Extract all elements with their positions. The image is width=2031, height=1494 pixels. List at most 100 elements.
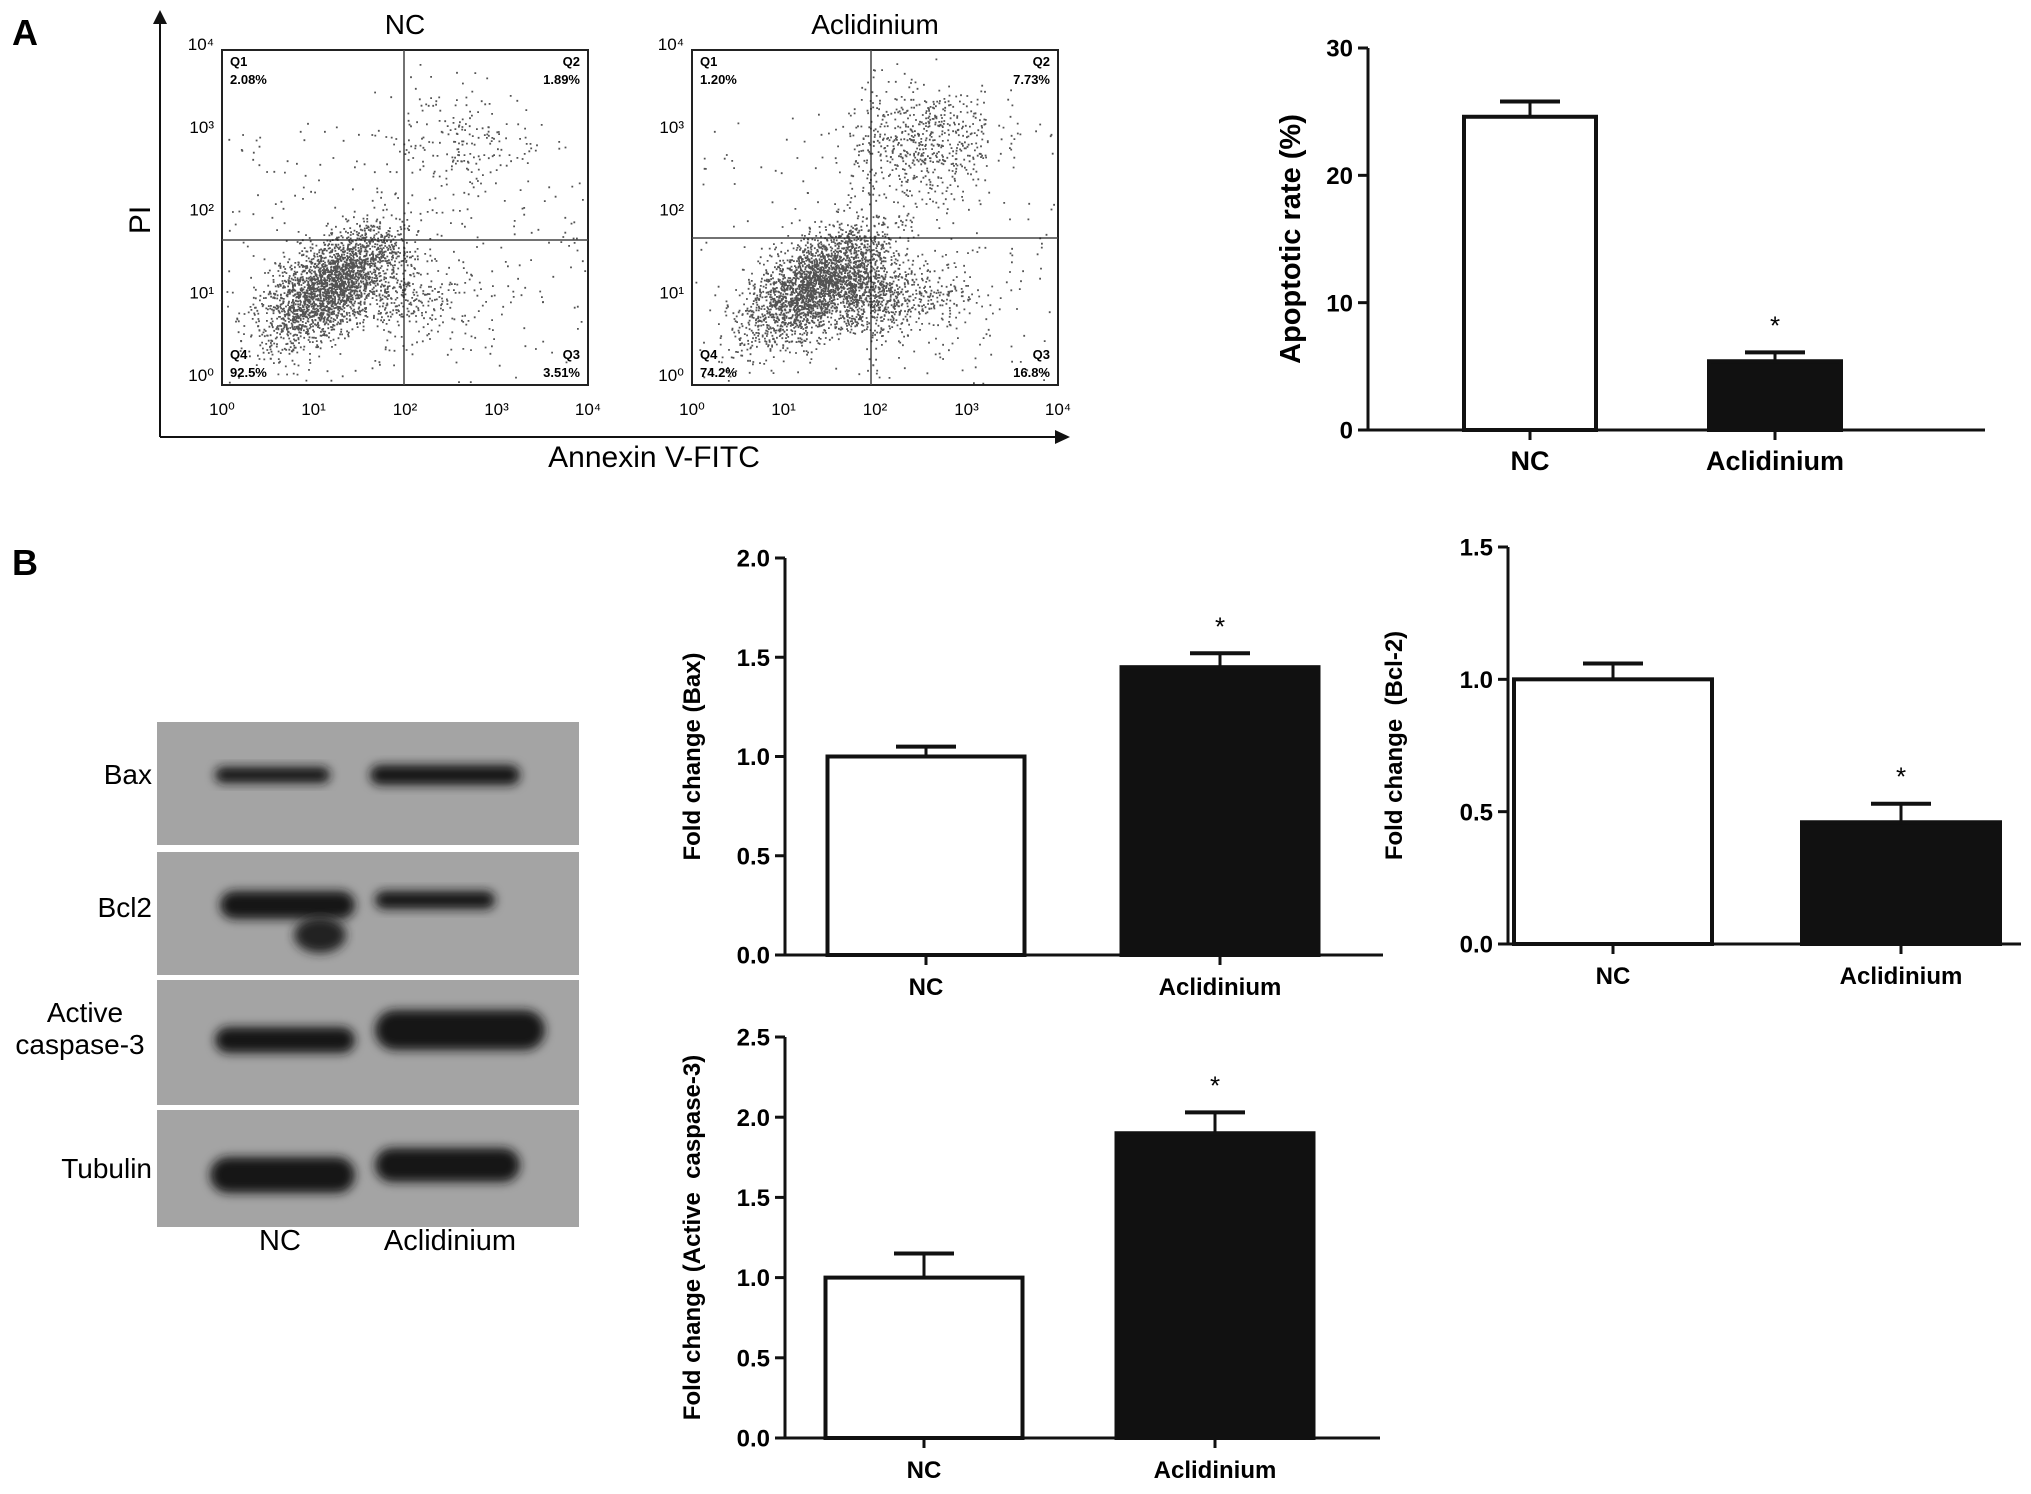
flow-cytometry-panel: PI Annexin V-FITC NC Q1 2.08% Q2 1.89% Q3 3.51…	[124, 9, 1071, 474]
bax-y-label: Fold change (Bax)	[679, 652, 706, 860]
bax-y-tick-label: 0.5	[737, 843, 770, 870]
blot-band-aclidinium	[375, 1010, 545, 1050]
blot-strip-background	[157, 722, 579, 845]
apoptotic-y-tick-label: 10	[1326, 290, 1353, 317]
chart-apoptotic-rate: 0 10 20 30 Apoptotic rate (%) NC Aclidinium *	[1275, 36, 1985, 476]
blot-strip-background	[157, 852, 579, 975]
caspase-y-tick-label: 2.0	[737, 1105, 770, 1132]
bcl2-significance-mark: *	[1896, 762, 1906, 792]
quadrant-q2-value: 1.89%	[543, 72, 580, 87]
flow-y-arrowhead	[153, 10, 167, 24]
scatter-events	[226, 64, 587, 384]
band-label-line: Active	[47, 997, 123, 1028]
apoptotic-y-tick-label: 30	[1326, 36, 1353, 63]
quadrant-q3-value: 3.51%	[543, 365, 580, 380]
dot-plot-frame	[221, 49, 589, 386]
blot-band-aclidinium	[375, 891, 495, 909]
caspase-y-tick-label: 2.5	[737, 1025, 770, 1052]
y-tick-label: 10¹	[659, 283, 684, 302]
y-tick-label: 10³	[659, 118, 684, 137]
band-label-line: caspase-3	[15, 1029, 144, 1060]
bcl2-y-tick-label: 0.5	[1460, 799, 1493, 826]
bcl2-y-label: Fold change (Bcl-2)	[1381, 631, 1408, 860]
apoptotic-bar-1	[1707, 359, 1843, 432]
lane-label-nc: NC	[259, 1225, 301, 1257]
apoptotic-category-label: NC	[1511, 446, 1550, 476]
quadrant-q4-name: Q4	[230, 347, 248, 362]
bax-category-label: NC	[909, 974, 944, 1001]
y-tick-label: 10¹	[189, 283, 214, 302]
western-blot: Bax Bcl2 Active caspase-3 Tubulin NC Aclidiniu…	[15, 722, 579, 1257]
x-tick-label: 10⁴	[575, 400, 601, 419]
quadrant-q4-value: 74.2%	[700, 365, 737, 380]
x-tick-label: 10⁰	[209, 400, 235, 419]
bax-y-tick-label: 0.0	[737, 943, 770, 970]
blot-strip-bcl2	[157, 852, 579, 975]
band-label-active-caspase-3: Active caspase-3	[15, 997, 144, 1060]
x-tick-label: 10¹	[301, 400, 326, 419]
bcl2-bar-1	[1800, 820, 2002, 947]
flow-x-arrowhead	[1055, 430, 1070, 444]
caspase-y-tick-label: 0.0	[737, 1426, 770, 1453]
apoptotic-significance-mark: *	[1770, 310, 1780, 340]
apoptotic-y-tick-label: 20	[1326, 163, 1353, 190]
quadrant-q1-name: Q1	[230, 54, 247, 69]
bax-bar-1	[1119, 665, 1321, 957]
bax-bar-0	[825, 754, 1027, 957]
blot-band-aclidinium	[375, 1148, 520, 1182]
y-tick-label: 10²	[659, 201, 684, 220]
x-tick-label: 10³	[484, 400, 509, 419]
quadrant-q3-name: Q3	[1033, 347, 1050, 362]
y-tick-label: 10²	[189, 201, 214, 220]
quadrant-q3-value: 16.8%	[1013, 365, 1050, 380]
bax-y-tick-label: 2.0	[737, 546, 770, 573]
x-tick-label: 10¹	[771, 400, 796, 419]
caspase-significance-mark: *	[1210, 1070, 1220, 1100]
bax-y-tick-label: 1.0	[737, 744, 770, 771]
quadrant-q1-value: 2.08%	[230, 72, 267, 87]
flow-x-label: Annexin V-FITC	[548, 441, 760, 474]
x-tick-label: 10⁰	[679, 400, 705, 419]
dot-plot-title: NC	[385, 9, 425, 40]
chart-bax: 0.0 0.5 1.0 1.5 2.0 Fold change (Bax) NC Aclidi…	[679, 546, 1383, 1001]
bcl2-category-label: NC	[1596, 963, 1631, 990]
quadrant-q2-name: Q2	[1033, 54, 1050, 69]
bcl2-y-tick-label: 0.0	[1460, 932, 1493, 959]
dot-plot-frame	[691, 49, 1059, 386]
bax-y-tick-label: 1.5	[737, 645, 770, 672]
blot-band-nc	[215, 767, 330, 783]
dot-plot-title: Aclidinium	[811, 9, 939, 40]
blot-band-aclidinium	[370, 765, 520, 785]
blot-strip-active-caspase-3	[157, 980, 579, 1105]
quadrant-q4-value: 92.5%	[230, 365, 267, 380]
quadrant-q2-name: Q2	[563, 54, 580, 69]
band-label-tubulin: Tubulin	[61, 1153, 152, 1184]
caspase-y-label: Fold change (Active caspase-3)	[679, 1055, 706, 1420]
apoptotic-bar-0	[1462, 114, 1598, 432]
caspase-y-tick-label: 0.5	[737, 1345, 770, 1372]
apoptotic-y-tick-label: 0	[1340, 418, 1353, 445]
chart-bcl2: 0.0 0.5 1.0 1.5 Fold change (Bcl-2) NC Aclidin…	[1381, 535, 2021, 990]
caspase-category-label: Aclidinium	[1154, 1457, 1277, 1484]
blot-strip-bax	[157, 722, 579, 845]
blot-strip-tubulin	[157, 1110, 579, 1227]
caspase-y-tick-label: 1.0	[737, 1265, 770, 1292]
y-tick-label: 10⁴	[658, 35, 684, 54]
bcl2-y-tick-label: 1.0	[1460, 667, 1493, 694]
x-tick-label: 10²	[393, 400, 418, 419]
apoptotic-y-label: Apoptotic rate (%)	[1275, 114, 1307, 364]
quadrant-q1-value: 1.20%	[700, 72, 737, 87]
y-tick-label: 10⁴	[188, 35, 214, 54]
flow-y-label: PI	[124, 206, 157, 234]
y-tick-label: 10⁰	[658, 366, 684, 385]
band-label-bax: Bax	[104, 759, 152, 790]
band-label-bcl2: Bcl2	[98, 892, 152, 923]
bcl2-category-label: Aclidinium	[1840, 963, 1963, 990]
quadrant-q4-name: Q4	[700, 347, 718, 362]
quadrant-q3-name: Q3	[563, 347, 580, 362]
lane-label-aclidinium: Aclidinium	[384, 1225, 516, 1257]
y-tick-label: 10³	[189, 118, 214, 137]
bax-category-label: Aclidinium	[1159, 974, 1282, 1001]
dot-plot-aclidinium: Aclidinium Q1 1.20% Q2 7.73% Q3 16.8% Q4 74.2% 10…	[658, 9, 1071, 419]
